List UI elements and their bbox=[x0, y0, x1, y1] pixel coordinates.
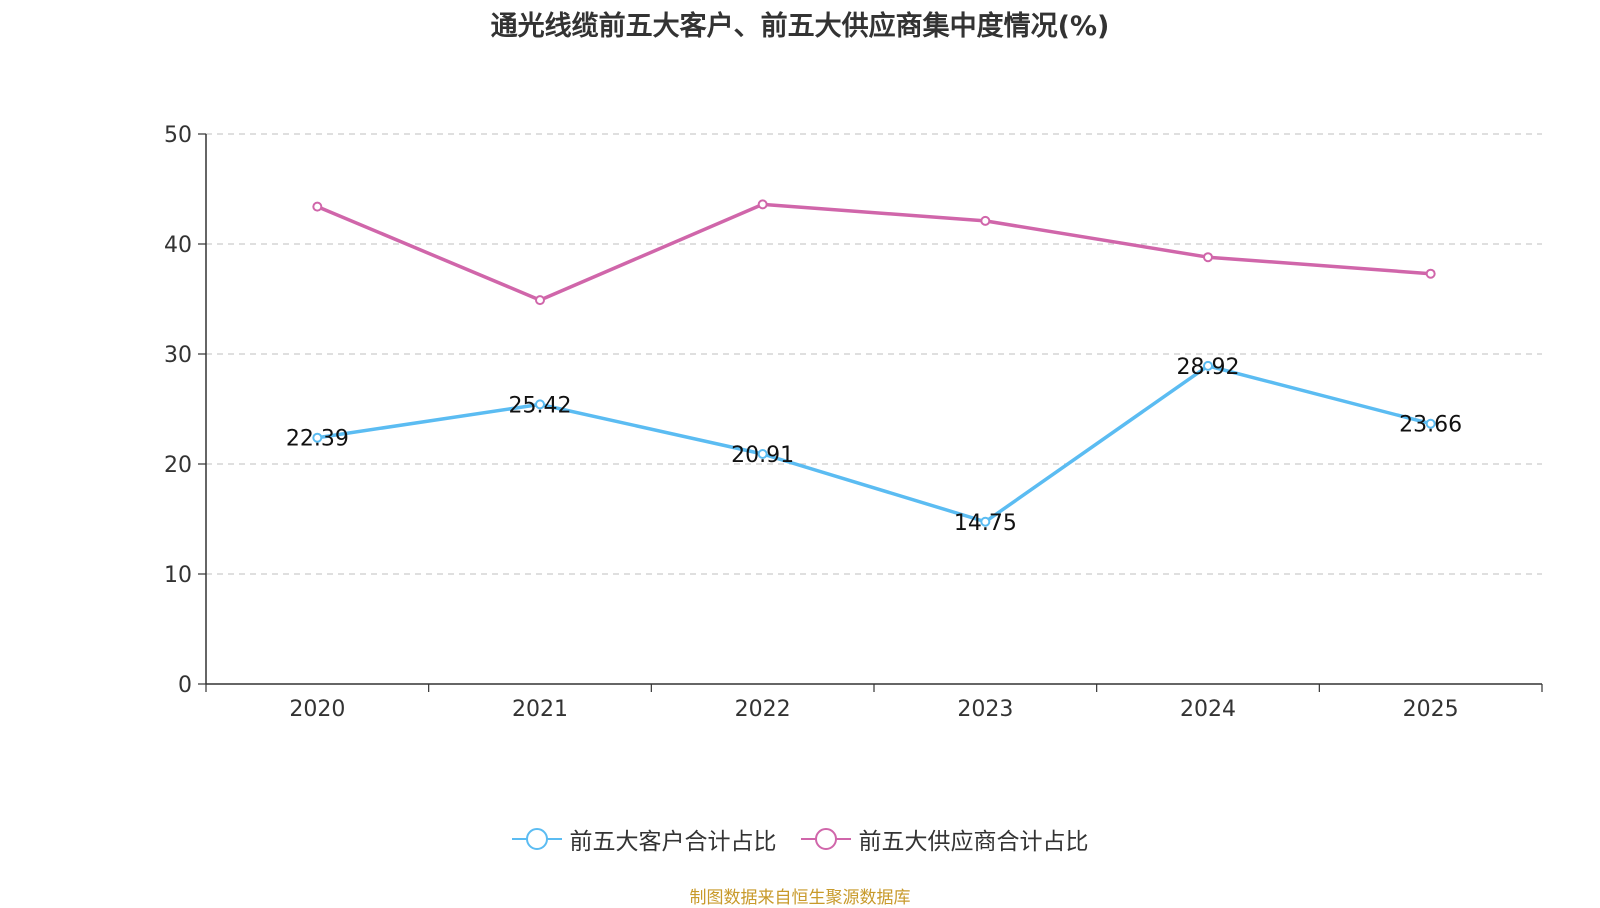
x-tick-label: 2024 bbox=[1180, 697, 1236, 722]
axis-layer: 0 10 20 30 40 50 2020 2021 2022 2023 2024 2025 bbox=[164, 123, 1543, 722]
legend-swatch-suppliers-icon bbox=[800, 828, 851, 850]
data-point bbox=[312, 201, 323, 212]
data-label-layer: 22.39 25.42 20.91 14.75 28.92 23.66 bbox=[286, 355, 1462, 536]
data-label: 23.66 bbox=[1399, 413, 1462, 438]
legend-swatch-customers-icon bbox=[511, 828, 562, 850]
data-label: 20.91 bbox=[731, 443, 794, 468]
legend: 前五大客户合计占比 前五大供应商合计占比 bbox=[0, 822, 1600, 856]
legend-label-customers: 前五大客户合计占比 bbox=[569, 829, 777, 855]
data-point bbox=[980, 215, 991, 226]
data-point bbox=[980, 516, 991, 527]
y-tick-label: 40 bbox=[164, 233, 192, 258]
data-label: 25.42 bbox=[509, 393, 572, 418]
x-tick-label: 2021 bbox=[512, 697, 568, 722]
x-tick-label: 2025 bbox=[1403, 697, 1459, 722]
y-tick-label: 0 bbox=[178, 673, 192, 698]
data-point bbox=[535, 295, 545, 306]
grid-layer bbox=[206, 133, 1542, 575]
legend-item-suppliers[interactable]: 前五大供应商合计占比 bbox=[800, 822, 1089, 856]
data-point bbox=[1425, 418, 1436, 429]
legend-item-customers[interactable]: 前五大客户合计占比 bbox=[511, 822, 777, 856]
data-point bbox=[1203, 252, 1213, 263]
data-label: 22.39 bbox=[286, 427, 349, 452]
data-point bbox=[535, 399, 545, 410]
data-point bbox=[757, 448, 768, 459]
y-tick-label: 10 bbox=[164, 563, 192, 588]
series-layer bbox=[312, 199, 1436, 527]
x-tick-label: 2020 bbox=[289, 697, 345, 722]
series-line-0 bbox=[317, 364, 1432, 524]
y-tick-label: 50 bbox=[164, 123, 192, 148]
x-tick-label: 2022 bbox=[735, 697, 791, 722]
y-tick-label: 30 bbox=[164, 343, 192, 368]
data-point bbox=[1203, 360, 1213, 371]
chart-title: 通光线缆前五大客户、前五大供应商集中度情况(%) bbox=[490, 11, 1110, 42]
source-note: 制图数据来自恒生聚源数据库 bbox=[689, 888, 911, 908]
legend-label-suppliers: 前五大供应商合计占比 bbox=[858, 829, 1089, 855]
data-point bbox=[1425, 268, 1436, 279]
data-point bbox=[757, 199, 768, 210]
series-line-1 bbox=[316, 202, 1431, 302]
data-point bbox=[312, 432, 323, 443]
y-tick-label: 20 bbox=[164, 453, 192, 478]
data-label: 14.75 bbox=[954, 511, 1017, 536]
data-label: 28.92 bbox=[1177, 355, 1240, 380]
x-tick-label: 2023 bbox=[957, 697, 1013, 722]
